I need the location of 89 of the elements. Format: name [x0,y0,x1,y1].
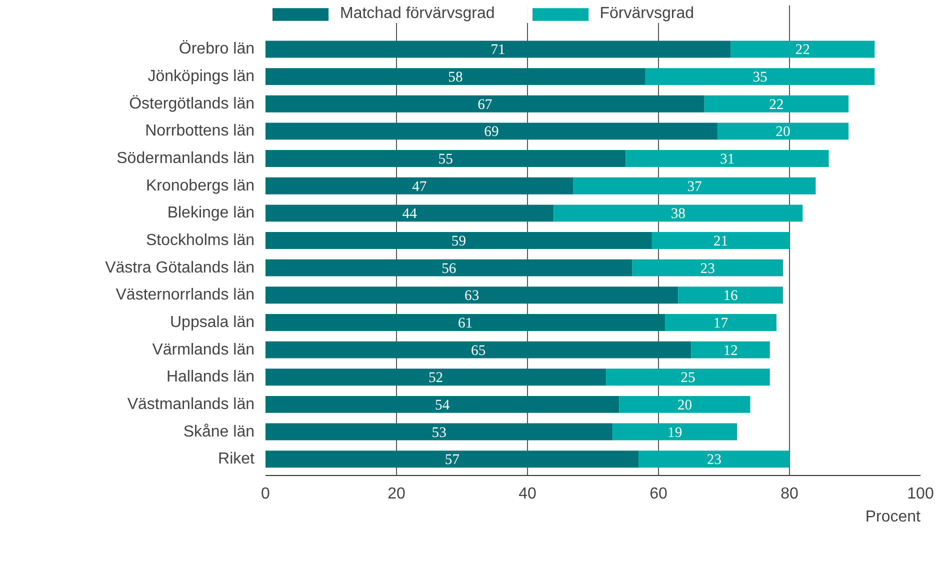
data-label: 12 [723,342,738,359]
data-label: 20 [776,124,790,140]
bar [573,177,816,194]
y-tick-label: Uppsala län [170,314,254,331]
y-tick-label: Västmanlands län [127,396,254,413]
bar [266,232,652,249]
y-tick-label: Jönköpings län [148,68,255,86]
data-label: 44 [402,206,418,222]
y-tick-label: Kronobergs län [146,177,254,194]
data-label: 22 [769,96,784,113]
data-label: 57 [444,452,460,468]
y-tick-label: Stockholms län [146,232,255,249]
bar [665,314,776,331]
bar [606,368,770,386]
data-label: 56 [442,260,456,277]
y-tick-label: Hallands län [166,368,255,386]
y-tick-label: Västernorrlands län [116,286,255,304]
y-tick-label: Värmlands län [152,341,255,358]
x-tick-label: 100 [907,486,934,502]
data-label: 47 [412,178,427,195]
data-label: 25 [680,370,696,386]
bar [266,40,731,58]
data-label: 22 [795,42,810,58]
bar [730,40,875,58]
bar [626,150,829,167]
y-tick-label: Örebro län [178,40,254,58]
data-label: 16 [723,288,738,304]
x-tick-label: 80 [780,486,798,502]
data-label: 58 [448,70,463,86]
data-label: 71 [490,42,506,58]
bar [266,68,646,86]
data-label: 65 [471,342,486,359]
data-label: 19 [668,424,682,441]
bar [266,341,692,358]
bar [554,204,803,222]
y-tick-label: Blekinge län [167,204,254,222]
bar [678,286,783,304]
x-tick-label: 40 [518,486,536,502]
x-axis-title: Procent [865,508,922,526]
y-tick-label: Södermanlands län [116,150,255,168]
data-label: 55 [438,152,453,168]
data-label: 23 [706,452,722,468]
bar [266,314,666,331]
data-label: 21 [713,234,728,250]
data-label: 63 [464,288,480,304]
bar [266,423,613,440]
bar [266,204,554,222]
legend-label: Förvärvsgrad [600,5,694,23]
x-tick-label: 20 [388,486,406,502]
y-tick-label: Riket [218,450,256,468]
bar [638,450,790,468]
bar [652,232,790,249]
legend-label: Matchad förvärvsgrad [340,5,495,23]
y-tick-label: Östergötlands län [129,94,254,112]
data-label: 67 [478,96,492,113]
data-label: 59 [451,234,466,250]
y-tick-label: Skåne län [183,423,255,440]
bar [266,259,632,276]
data-label: 31 [720,152,735,168]
data-label: 20 [677,397,692,414]
bar [266,122,718,140]
data-label: 38 [670,206,686,222]
bar [691,341,770,358]
data-label: 69 [484,124,499,140]
data-label: 23 [700,260,715,277]
y-tick-label: Västra Götalands län [105,259,254,276]
bar [612,423,738,440]
bar [619,396,750,413]
y-tick-label: Norrbottens län [145,122,254,140]
x-tick-label: 60 [650,486,668,502]
bar [266,396,620,413]
bar [717,122,848,140]
bar [266,95,704,112]
bar [704,95,848,112]
bar [645,68,875,86]
data-label: 53 [432,424,446,441]
bar [266,450,639,468]
bar [266,286,678,304]
data-label: 61 [458,315,473,332]
bar [632,259,783,276]
data-label: 17 [713,315,728,332]
bar [266,368,606,386]
x-tick-label: 0 [261,486,270,502]
data-label: 54 [435,397,450,414]
bar [266,150,626,167]
data-label: 52 [428,370,444,386]
data-label: 37 [687,178,702,195]
data-label: 35 [752,70,768,86]
bar [266,177,574,194]
